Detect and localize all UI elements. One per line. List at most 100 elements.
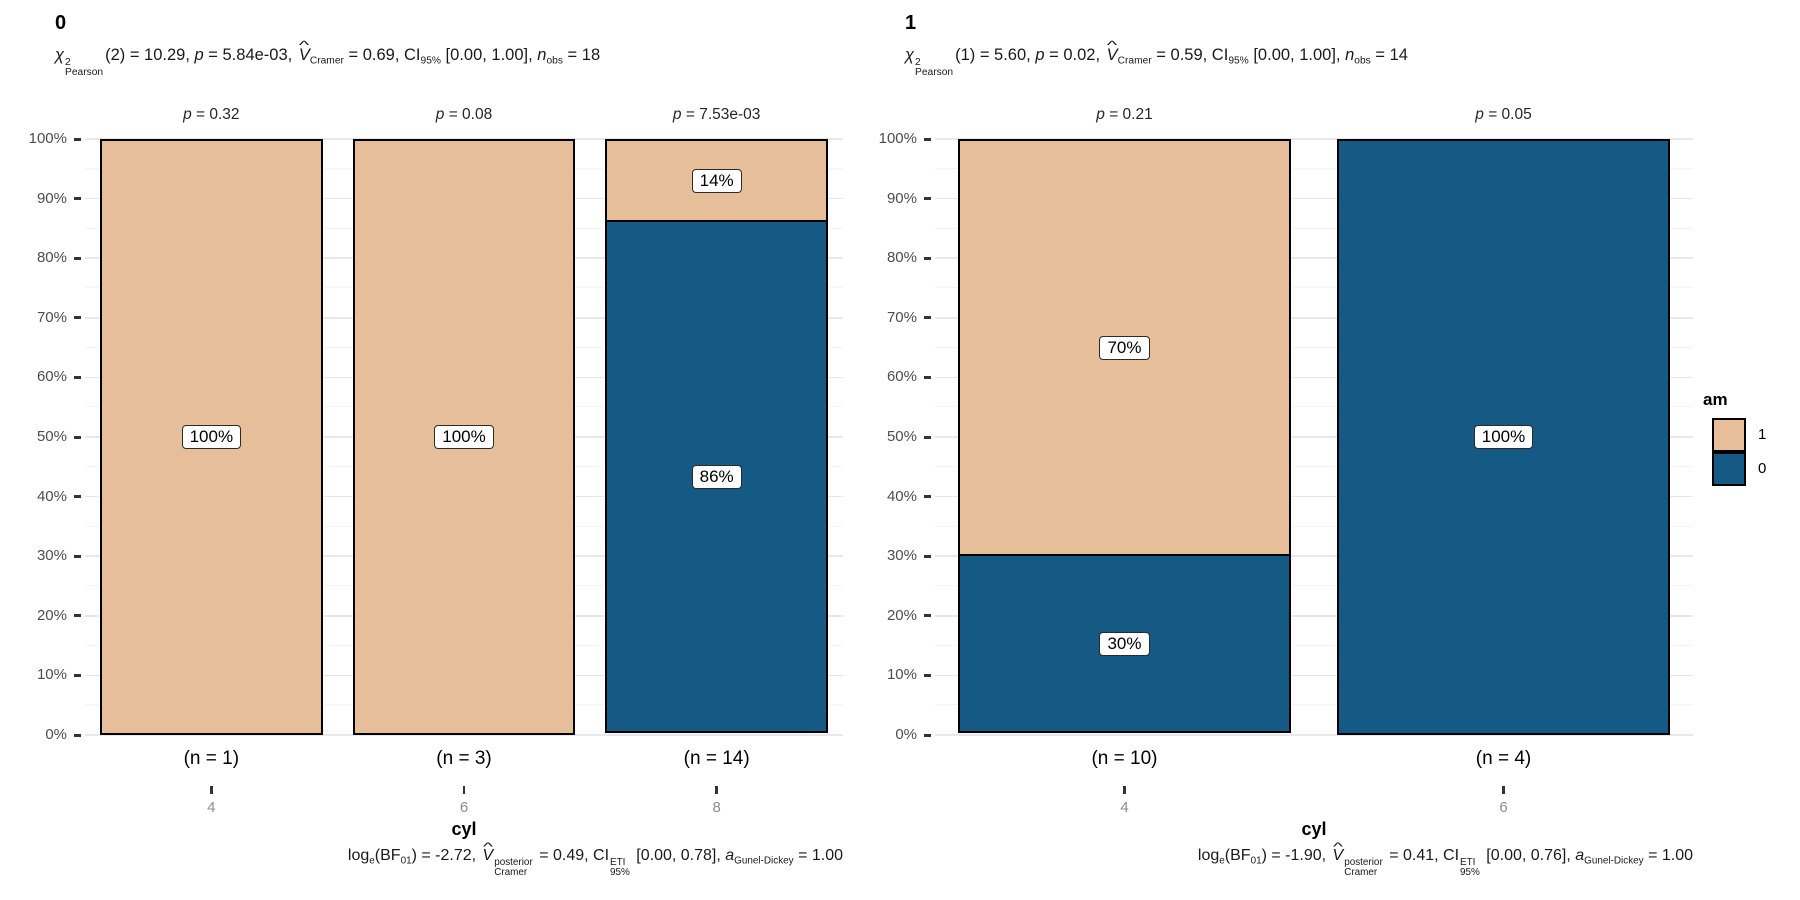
y-axis-tick [924,137,931,141]
y-axis-label: 60% [36,368,67,386]
stat-text: obs [1354,55,1371,67]
stat-sub: 95% [610,866,630,878]
stat-text: log [1197,847,1220,864]
gridline-major [935,674,1693,677]
y-axis-label: 0% [895,726,917,743]
legend-label: 1 [1758,426,1767,443]
stat-text: χ [55,46,65,64]
stat-text: n [537,46,547,64]
gridline-minor [935,704,1693,706]
y-axis-label: 10% [36,666,67,684]
stat-hat-term: ^ V [298,40,310,65]
hat-accent: ^ [1332,841,1343,854]
stat-text: ) = -2.72, [411,847,481,864]
x-axis-title: cyl [1301,819,1327,839]
stat-text: (2) = 10.29, [105,46,195,64]
bar-segment-am-0: 100% [1336,139,1671,735]
stat-supsub: 2 Pearson [65,57,104,79]
stat-supsub: posterior Cramer [494,858,533,878]
y-axis-tick [74,256,81,260]
hat-accent: ^ [299,40,310,52]
stat-text: = 0.08 [444,106,493,123]
stat-text: log [347,847,370,864]
stat-text: (BF [1224,847,1251,864]
gridline-major [935,495,1693,498]
y-axis-label: 60% [886,368,917,386]
stat-text: a [1575,847,1585,864]
y-axis-tick [74,316,81,320]
x-axis-label: 4 [207,799,216,816]
stacked-bar: 14% 86% [605,139,828,735]
legend-label: 0 [1758,460,1767,477]
stat-sup: 2 [65,57,71,69]
stat-text: p [194,46,204,64]
y-axis-tick [924,375,931,379]
stat-text: = 5.84e-03, [203,46,297,64]
stat-text: = 1.00 [1643,847,1693,864]
stat-sub: Pearson [65,67,104,79]
stat-text: = 1.00 [793,847,843,864]
hat-accent: ^ [1106,40,1118,52]
stat-supsub: posterior Cramer [1344,858,1383,878]
stat-sub: Pearson [915,67,954,79]
p-value-label: p = 0.08 [374,106,554,124]
y-axis-tick [924,197,931,201]
gridline-major [935,257,1693,259]
gridline-minor [935,227,1693,229]
gridline-minor [935,406,1693,408]
chart-panel: 1 χ 2 Pearson (1) = 5.60, p = 0.02, ^ VCramer… [850,0,1695,900]
stat-base: V [482,847,494,864]
stat-text: Cramer [1117,55,1152,67]
stat-text: = 0.32 [191,106,240,123]
x-axis-tick [715,786,718,794]
x-axis-label: 4 [1120,799,1129,816]
gridline-major [935,555,1693,557]
x-axis-tick [1502,786,1505,794]
y-axis-tick [74,614,81,618]
stat-text: = 7.53e-03 [681,106,761,123]
legend-title: am [1703,390,1728,409]
percentage-label: 70% [1099,335,1150,360]
y-axis-label: 100% [878,130,917,147]
y-axis-label: 30% [36,547,67,565]
y-axis-label: 0% [45,726,67,743]
stat-text: = 0.05 [1483,106,1532,123]
y-axis-label: 80% [886,249,917,267]
stat-base: V [298,46,310,64]
stat-sub: 95% [1460,866,1480,878]
y-axis-tick [924,495,931,499]
gridline-minor [935,585,1693,587]
y-axis-tick [924,733,931,737]
gridline-major [935,376,1693,379]
stat-hat-term: ^ V [1106,40,1118,65]
gridline-minor [935,466,1693,468]
gridline-minor [935,168,1693,170]
gridline-major [935,317,1693,319]
x-axis-label: 6 [459,799,469,816]
stat-text: e [1219,855,1225,867]
y-axis-tick [924,435,931,439]
y-axis-label: 70% [36,308,67,326]
stacked-bar: 100% [100,139,323,735]
bar-segment-am-0: 30% [957,554,1292,733]
p-value-label: p = 0.32 [121,106,301,124]
gridline-minor [935,346,1693,348]
gridline-major [935,615,1693,617]
stat-text: = 0.21 [1104,106,1153,123]
y-axis-tick [74,375,81,379]
n-count-label: (n = 10) [1091,748,1158,769]
stat-base: V [1332,847,1344,864]
stat-text: = 0.69, CI [343,46,421,64]
facet-title: 1 [905,12,917,34]
p-value-label: p = 0.21 [1035,106,1215,124]
p-value-label: p = 7.53e-03 [627,106,807,124]
y-axis-label: 100% [28,130,67,147]
y-axis-tick [74,495,81,499]
stacked-bar: 100% [1336,139,1671,735]
stat-sup: 2 [915,57,921,69]
y-axis-tick [74,673,81,677]
stat-base: V [1106,46,1118,64]
y-axis-label: 10% [886,666,917,684]
gridline-major [935,734,1693,736]
bar-segment-am-1: 100% [352,139,576,735]
